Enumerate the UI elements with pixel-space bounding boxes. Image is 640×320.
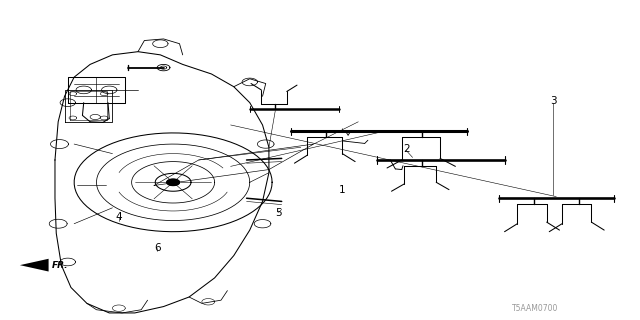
Text: 1: 1 (339, 185, 346, 195)
Text: T5AAM0700: T5AAM0700 (511, 304, 558, 313)
Text: 6: 6 (154, 243, 161, 252)
Text: 4: 4 (116, 212, 122, 222)
Polygon shape (20, 259, 49, 271)
Text: 3: 3 (550, 96, 556, 106)
Text: 2: 2 (403, 144, 410, 154)
Text: FR.: FR. (52, 261, 68, 270)
Polygon shape (167, 179, 179, 186)
Text: 5: 5 (275, 208, 282, 218)
